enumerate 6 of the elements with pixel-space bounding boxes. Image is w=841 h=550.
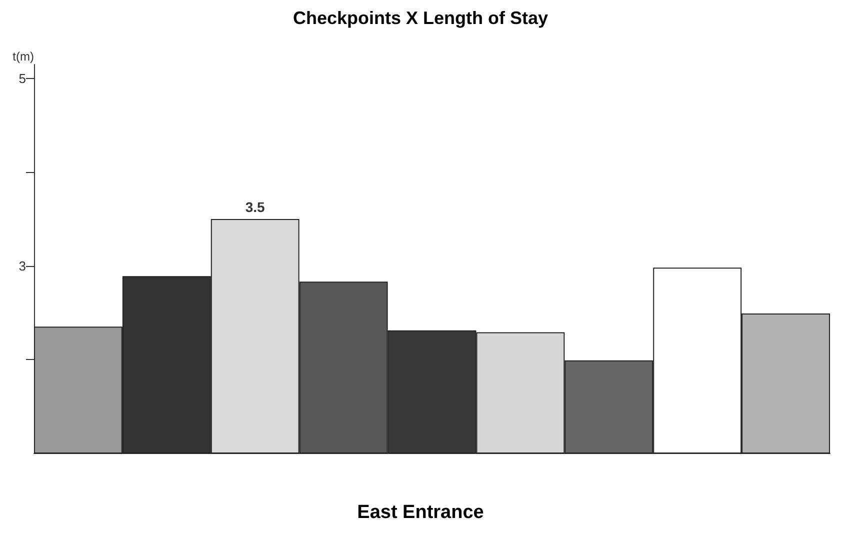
data-label: 3.5: [245, 198, 266, 215]
y-tick-label: 3: [18, 258, 26, 274]
chart-title: Checkpoints X Length of Stay: [292, 8, 548, 28]
y-axis-title: t(m): [12, 50, 34, 64]
x-axis-title: East Entrance: [357, 502, 484, 523]
y-tick-label: 5: [18, 71, 26, 86]
